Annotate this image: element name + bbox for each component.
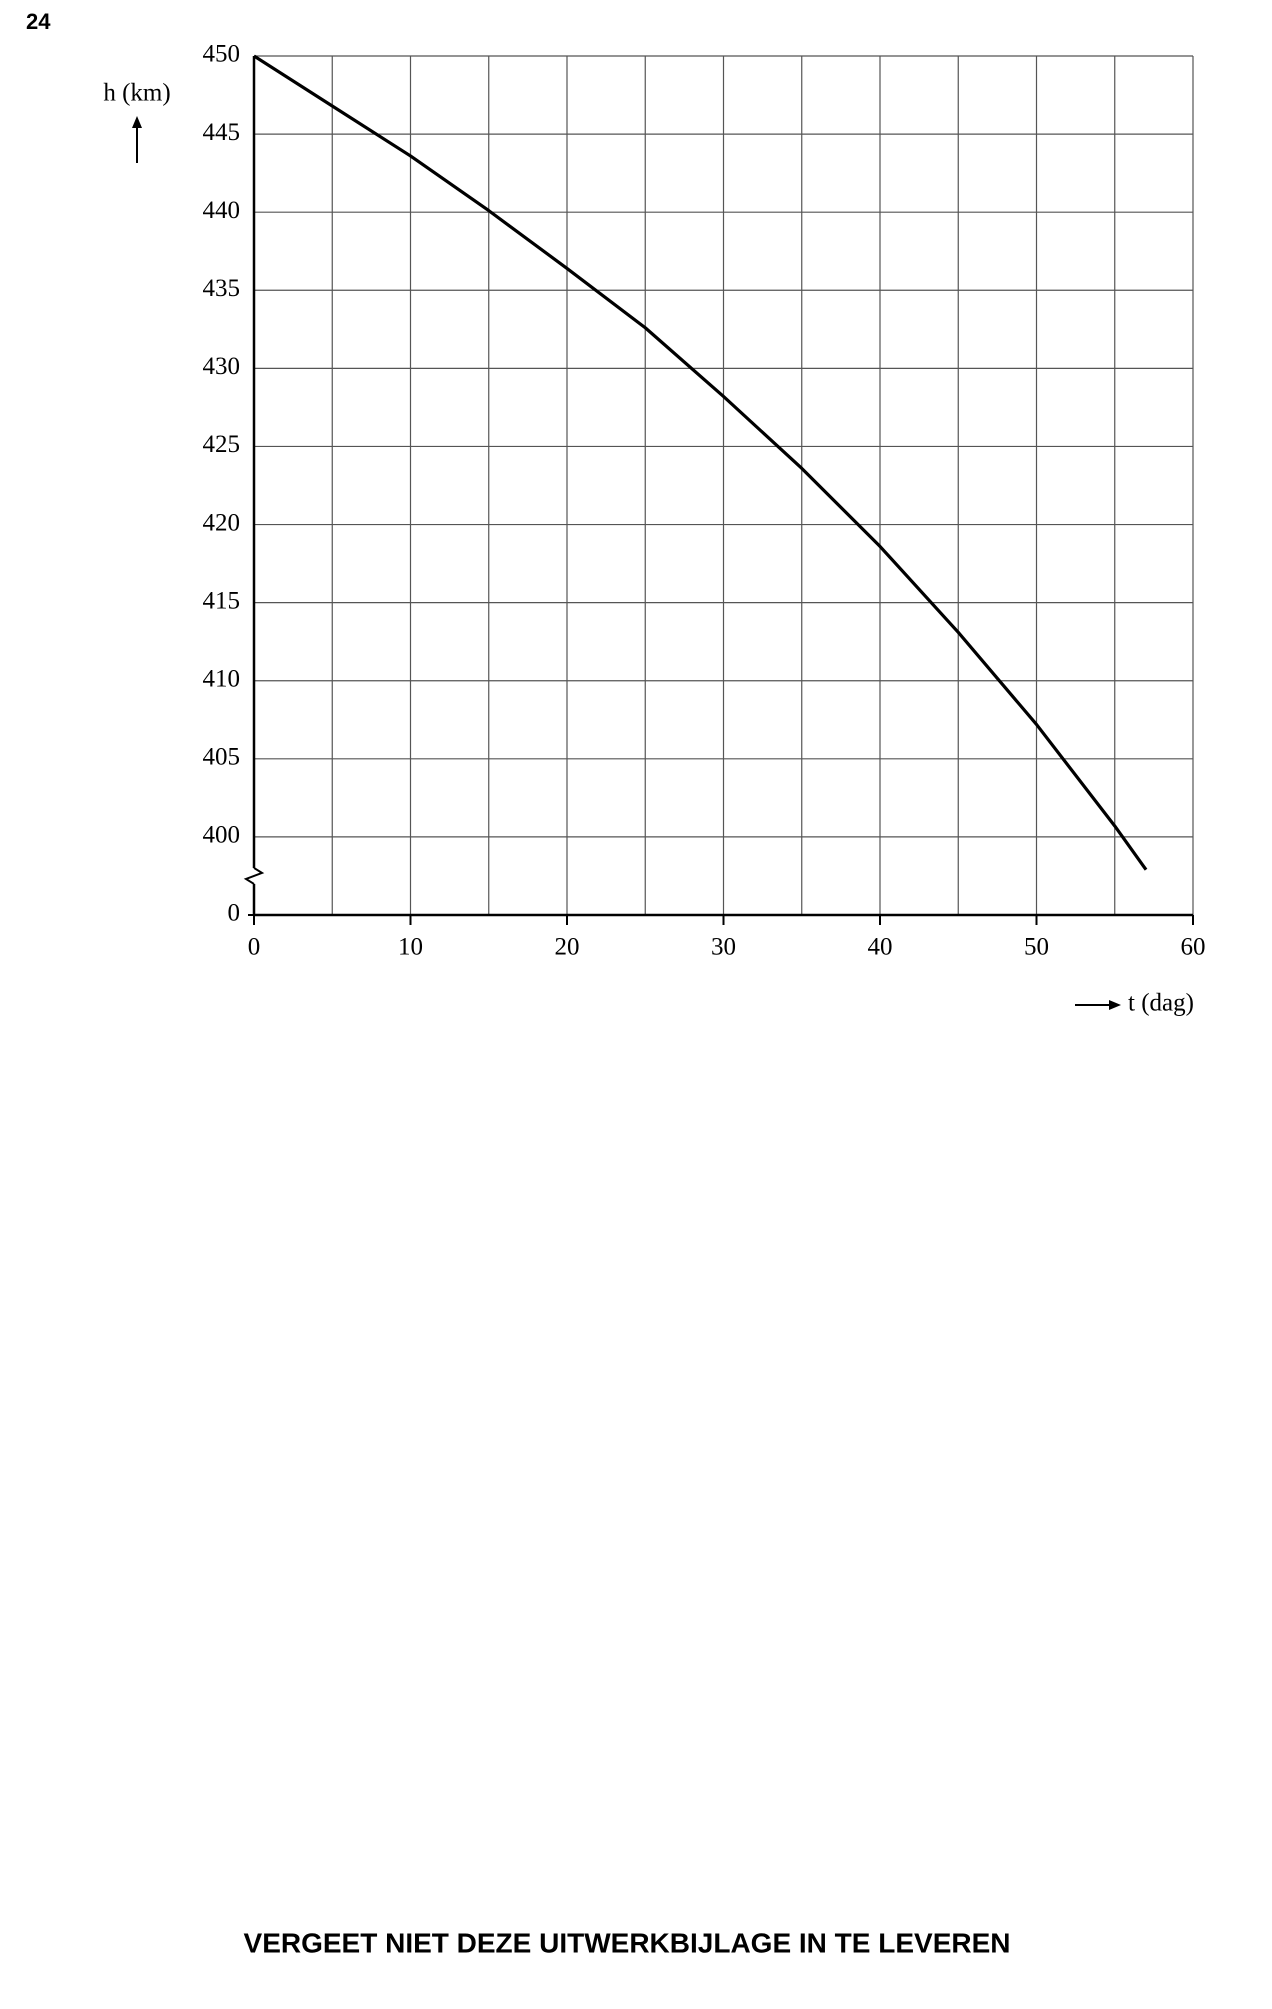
x-axis-label: t (dag): [1128, 990, 1194, 1017]
y-axis-label: h (km): [103, 80, 170, 107]
axis-break: [243, 867, 265, 885]
y-tick-label: 435: [203, 275, 241, 302]
y-tick-label: 425: [203, 431, 241, 458]
y-tick-label: 440: [203, 197, 241, 224]
x-axis-arrowhead: [1109, 1000, 1121, 1010]
y-tick-label: 445: [203, 119, 241, 146]
x-tick-label: 0: [248, 934, 261, 961]
y-tick-label: 415: [203, 587, 241, 614]
x-tick-label: 30: [711, 934, 736, 961]
y-tick-label: 450: [203, 41, 241, 68]
x-tick-label: 60: [1181, 934, 1206, 961]
footer: VERGEET NIET DEZE UITWERKBIJLAGE IN TE L…: [244, 1927, 1011, 1958]
y-tick-label: 0: [228, 900, 241, 927]
curve: [253, 54, 1148, 871]
y-tick-label: 420: [203, 509, 241, 536]
y-tick-label: 400: [203, 822, 241, 849]
x-tick-label: 20: [555, 934, 580, 961]
y-tick-label: 430: [203, 353, 241, 380]
y-tick-label: 405: [203, 744, 241, 771]
y-tick-label: 410: [203, 665, 241, 692]
x-tick-label: 50: [1024, 934, 1049, 961]
x-tick-label: 10: [398, 934, 423, 961]
page-number: 24: [26, 9, 51, 34]
x-tick-label: 40: [868, 934, 893, 961]
y-axis-arrowhead: [132, 116, 142, 128]
